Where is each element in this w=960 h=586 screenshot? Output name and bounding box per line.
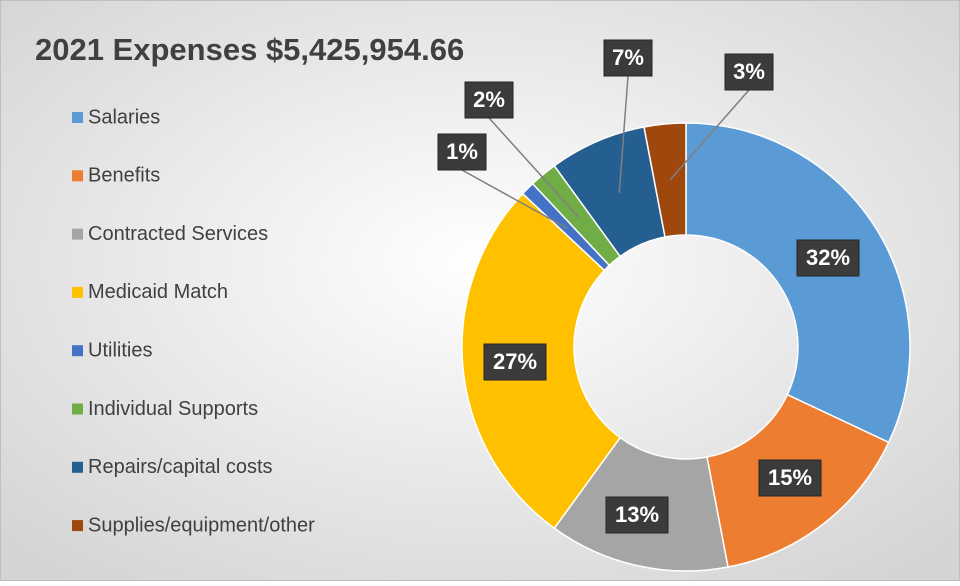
legend-label: Contracted Services xyxy=(88,223,268,245)
data-label: 7% xyxy=(612,45,644,70)
legend-swatch xyxy=(72,228,83,240)
legend-swatch xyxy=(72,461,83,473)
data-label: 32% xyxy=(806,245,850,270)
data-label-box xyxy=(724,53,774,91)
legend-label: Supplies/equipment/other xyxy=(88,514,315,536)
leader-line xyxy=(669,89,750,181)
data-label-box xyxy=(464,81,514,119)
legend-swatch xyxy=(72,520,83,532)
legend-label: Utilities xyxy=(88,339,152,361)
legend-label: Benefits xyxy=(88,165,160,187)
data-label: 15% xyxy=(768,465,812,490)
legend-swatch xyxy=(72,170,83,182)
data-label-box xyxy=(605,496,669,534)
data-label-box xyxy=(437,133,487,171)
data-label: 2% xyxy=(473,87,505,112)
legend-label: Repairs/capital costs xyxy=(88,456,273,478)
data-label-box xyxy=(603,39,653,77)
data-label: 13% xyxy=(615,502,659,527)
legend-label: Medicaid Match xyxy=(88,281,228,303)
donut-slice xyxy=(643,122,687,238)
donut-slice xyxy=(685,122,911,444)
legend-swatch xyxy=(72,112,83,123)
legend-swatch xyxy=(72,403,83,415)
data-label-box xyxy=(758,459,822,497)
data-label-box xyxy=(796,239,860,277)
legend-label: Individual Supports xyxy=(88,398,258,420)
leader-line xyxy=(461,169,568,229)
chart-title: 2021 Expenses $5,425,954.66 xyxy=(35,32,464,67)
data-label: 27% xyxy=(493,349,537,374)
leader-line xyxy=(618,75,629,193)
data-label: 3% xyxy=(733,59,765,84)
leader-line xyxy=(488,117,580,219)
legend-label: Salaries xyxy=(88,106,160,128)
legend-swatch xyxy=(72,345,83,357)
data-label-box xyxy=(483,343,547,381)
legend-swatch xyxy=(72,286,83,298)
data-label: 1% xyxy=(446,139,478,164)
